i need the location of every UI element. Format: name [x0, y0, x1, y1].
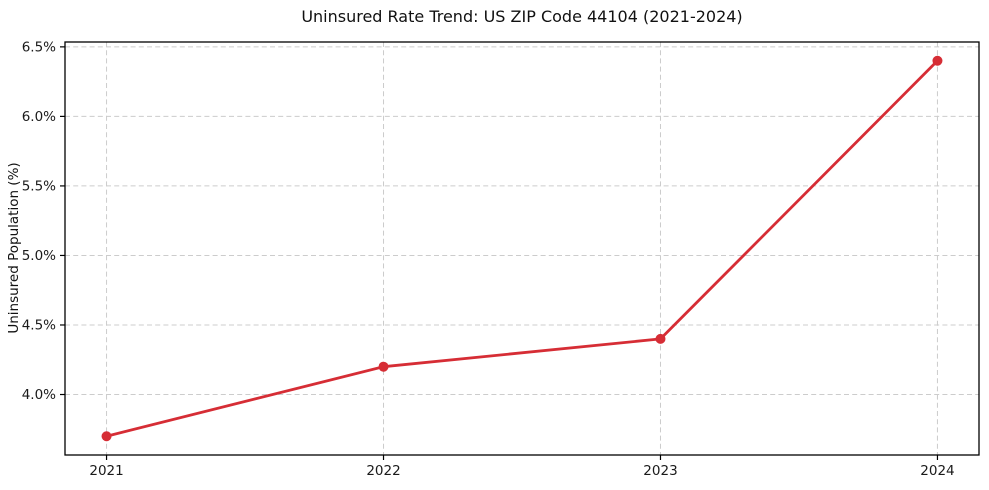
- trend-line: [105, 59, 939, 438]
- y-tick-label: 5.5%: [22, 178, 56, 194]
- data-point-2023: [655, 333, 666, 344]
- data-point-2024: [932, 55, 943, 66]
- x-tick-label: 2022: [366, 463, 400, 479]
- y-tick-label: 6.0%: [22, 109, 56, 125]
- x-tick-label: 2023: [643, 463, 677, 479]
- data-point-2022: [378, 361, 389, 372]
- x-tick-label: 2024: [920, 463, 954, 479]
- plot-border: [64, 41, 980, 456]
- y-tick-label: 5.0%: [22, 248, 56, 264]
- y-tick-label: 4.5%: [22, 317, 56, 333]
- data-point-2021: [101, 431, 112, 442]
- y-tick-label: 6.5%: [22, 39, 56, 55]
- x-tick-label: 2021: [89, 463, 123, 479]
- y-tick-label: 4.0%: [22, 387, 56, 403]
- chart-title: Uninsured Rate Trend: US ZIP Code 44104 …: [301, 7, 743, 26]
